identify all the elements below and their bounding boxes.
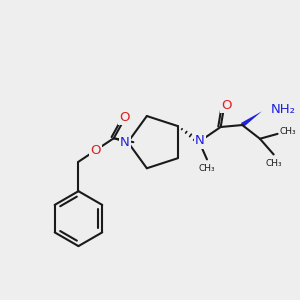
Polygon shape [241,111,262,127]
Text: N: N [120,136,130,149]
Text: CH₃: CH₃ [265,159,282,168]
Text: O: O [119,111,130,124]
Text: CH₃: CH₃ [199,164,215,173]
Text: O: O [221,99,232,112]
Text: N: N [195,134,205,147]
Text: NH₂: NH₂ [271,103,296,116]
Text: O: O [90,145,101,158]
Text: CH₃: CH₃ [280,128,296,136]
